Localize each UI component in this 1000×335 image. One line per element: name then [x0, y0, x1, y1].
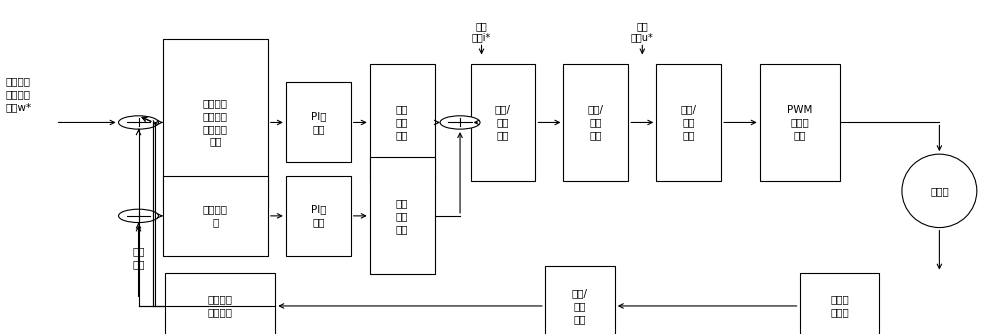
Bar: [370, 64, 435, 181]
Ellipse shape: [902, 154, 977, 227]
Text: PI控
制器: PI控 制器: [311, 204, 326, 227]
Circle shape: [119, 209, 158, 222]
Text: 电压
指令u*: 电压 指令u*: [631, 21, 654, 43]
Bar: [286, 176, 351, 256]
Bar: [656, 64, 721, 181]
Bar: [370, 157, 435, 274]
Text: 补偿
力矩
计算: 补偿 力矩 计算: [396, 198, 408, 234]
Text: 三相电
流检测: 三相电 流检测: [830, 294, 849, 317]
Circle shape: [119, 116, 158, 129]
Text: 目标转速
与第一转
速的差值
计算: 目标转速 与第一转 速的差值 计算: [203, 98, 228, 147]
Bar: [163, 176, 268, 256]
Text: 电流
指令i*: 电流 指令i*: [472, 21, 491, 43]
Text: PI控
制器: PI控 制器: [311, 111, 326, 134]
Text: 转速指令
（目标转
速）w*: 转速指令 （目标转 速）w*: [6, 76, 32, 112]
Text: 初始
力矩
计算: 初始 力矩 计算: [396, 105, 408, 140]
Text: 压缩机: 压缩机: [930, 186, 949, 196]
Text: PWM
调制及
逆变: PWM 调制及 逆变: [787, 105, 812, 140]
Bar: [563, 64, 628, 181]
Bar: [545, 266, 615, 335]
Bar: [163, 39, 268, 206]
Bar: [800, 273, 879, 335]
Bar: [471, 64, 535, 181]
Text: 力矩/
电流
变换: 力矩/ 电流 变换: [495, 105, 511, 140]
Text: 三相/
二相
变换: 三相/ 二相 变换: [681, 105, 697, 140]
Bar: [286, 82, 351, 162]
Bar: [760, 64, 840, 181]
Bar: [165, 273, 275, 335]
Text: 电流/
电压
变换: 电流/ 电压 变换: [588, 105, 604, 140]
Text: 第二
转速: 第二 转速: [132, 246, 145, 269]
Text: 三相/
二相
变换: 三相/ 二相 变换: [572, 288, 588, 324]
Text: 加速度计
算: 加速度计 算: [203, 204, 228, 227]
Circle shape: [440, 116, 480, 129]
Text: 速度与位
置估算器: 速度与位 置估算器: [208, 294, 233, 317]
